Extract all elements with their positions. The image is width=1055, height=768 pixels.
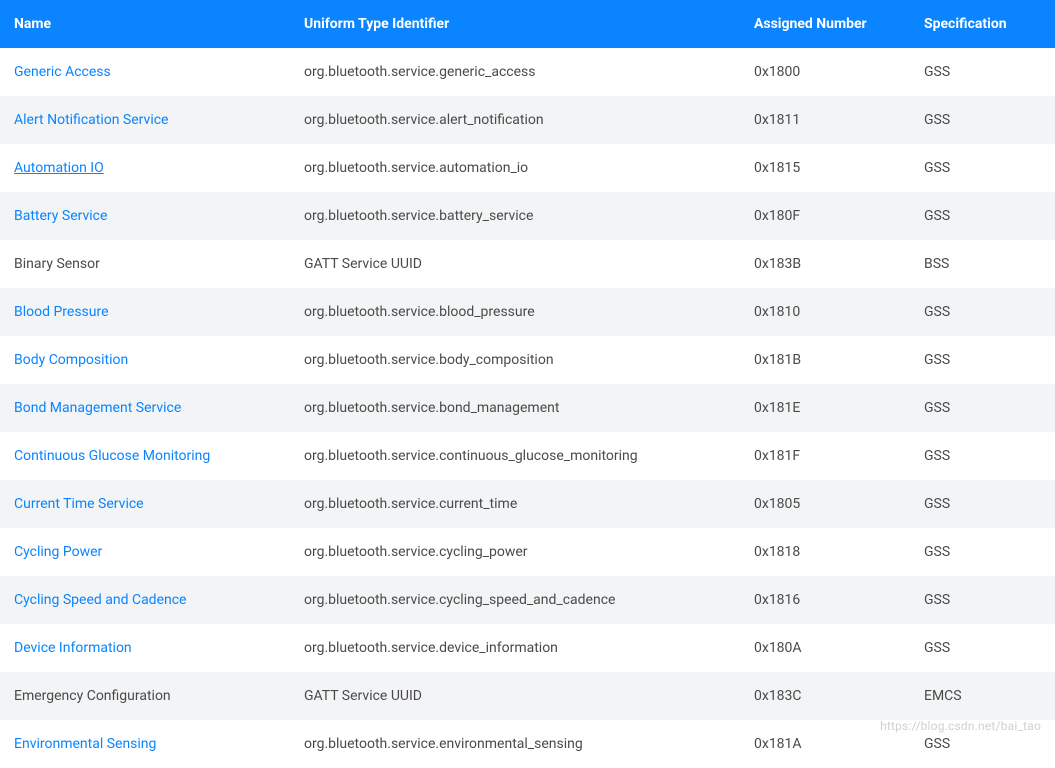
- cell-uti: org.bluetooth.service.blood_pressure: [290, 288, 740, 336]
- cell-assigned-number: 0x181E: [740, 384, 910, 432]
- service-link[interactable]: Continuous Glucose Monitoring: [14, 448, 210, 464]
- cell-specification: GSS: [910, 384, 1055, 432]
- cell-name: Battery Service: [0, 192, 290, 240]
- table-row: Alert Notification Service org.bluetooth.…: [0, 96, 1055, 144]
- cell-specification: GSS: [910, 192, 1055, 240]
- cell-assigned-number: 0x181B: [740, 336, 910, 384]
- cell-name: Body Composition: [0, 336, 290, 384]
- header-uti: Uniform Type Identifier: [290, 0, 740, 48]
- cell-uti: org.bluetooth.service.alert_notification: [290, 96, 740, 144]
- table-row: Generic Access org.bluetooth.service.gene…: [0, 48, 1055, 96]
- table-body: Generic Access org.bluetooth.service.gene…: [0, 48, 1055, 768]
- table-row: Battery Service org.bluetooth.service.bat…: [0, 192, 1055, 240]
- cell-name: Generic Access: [0, 48, 290, 96]
- service-link[interactable]: Body Composition: [14, 352, 128, 368]
- service-link[interactable]: Device Information: [14, 640, 132, 656]
- cell-specification: GSS: [910, 96, 1055, 144]
- cell-uti: org.bluetooth.service.current_time: [290, 480, 740, 528]
- service-link[interactable]: Automation IO: [14, 160, 104, 176]
- cell-assigned-number: 0x180A: [740, 624, 910, 672]
- cell-uti: GATT Service UUID: [290, 672, 740, 720]
- cell-specification: GSS: [910, 48, 1055, 96]
- cell-name: Environmental Sensing: [0, 720, 290, 768]
- service-link[interactable]: Environmental Sensing: [14, 736, 156, 752]
- cell-uti: org.bluetooth.service.automation_io: [290, 144, 740, 192]
- table-row: Continuous Glucose Monitoring org.bluetoo…: [0, 432, 1055, 480]
- table-row: Cycling Power org.bluetooth.service.cycli…: [0, 528, 1055, 576]
- cell-assigned-number: 0x1815: [740, 144, 910, 192]
- cell-specification: GSS: [910, 480, 1055, 528]
- cell-assigned-number: 0x1800: [740, 48, 910, 96]
- service-link[interactable]: Cycling Speed and Cadence: [14, 592, 186, 608]
- cell-specification: GSS: [910, 576, 1055, 624]
- service-link[interactable]: Battery Service: [14, 208, 107, 224]
- cell-uti: GATT Service UUID: [290, 240, 740, 288]
- cell-assigned-number: 0x183B: [740, 240, 910, 288]
- cell-uti: org.bluetooth.service.body_composition: [290, 336, 740, 384]
- service-link[interactable]: Generic Access: [14, 64, 111, 80]
- header-name: Name: [0, 0, 290, 48]
- cell-name: Binary Sensor: [0, 240, 290, 288]
- cell-uti: org.bluetooth.service.generic_access: [290, 48, 740, 96]
- table-row: Cycling Speed and Cadence org.bluetooth.s…: [0, 576, 1055, 624]
- service-link[interactable]: Cycling Power: [14, 544, 102, 560]
- cell-name: Automation IO: [0, 144, 290, 192]
- service-link[interactable]: Bond Management Service: [14, 400, 181, 416]
- cell-specification: GSS: [910, 336, 1055, 384]
- table-row: Blood Pressure org.bluetooth.service.bloo…: [0, 288, 1055, 336]
- cell-assigned-number: 0x1805: [740, 480, 910, 528]
- service-link[interactable]: Blood Pressure: [14, 304, 109, 320]
- cell-uti: org.bluetooth.service.battery_service: [290, 192, 740, 240]
- service-name-text: Binary Sensor: [14, 256, 100, 272]
- table-row: Emergency Configuration GATT Service UUID…: [0, 672, 1055, 720]
- service-name-text: Emergency Configuration: [14, 688, 171, 704]
- services-table: Name Uniform Type Identifier Assigned Nu…: [0, 0, 1055, 768]
- cell-name: Bond Management Service: [0, 384, 290, 432]
- cell-uti: org.bluetooth.service.environmental_sens…: [290, 720, 740, 768]
- cell-name: Alert Notification Service: [0, 96, 290, 144]
- cell-assigned-number: 0x1811: [740, 96, 910, 144]
- cell-assigned-number: 0x181F: [740, 432, 910, 480]
- cell-uti: org.bluetooth.service.cycling_power: [290, 528, 740, 576]
- cell-name: Current Time Service: [0, 480, 290, 528]
- cell-assigned-number: 0x1810: [740, 288, 910, 336]
- table-header-row: Name Uniform Type Identifier Assigned Nu…: [0, 0, 1055, 48]
- cell-name: Cycling Power: [0, 528, 290, 576]
- cell-name: Continuous Glucose Monitoring: [0, 432, 290, 480]
- cell-uti: org.bluetooth.service.bond_management: [290, 384, 740, 432]
- cell-assigned-number: 0x1818: [740, 528, 910, 576]
- cell-name: Device Information: [0, 624, 290, 672]
- cell-name: Cycling Speed and Cadence: [0, 576, 290, 624]
- cell-specification: EMCS: [910, 672, 1055, 720]
- cell-assigned-number: 0x181A: [740, 720, 910, 768]
- cell-specification: GSS: [910, 720, 1055, 768]
- service-link[interactable]: Alert Notification Service: [14, 112, 168, 128]
- cell-specification: GSS: [910, 528, 1055, 576]
- table-row: Body Composition org.bluetooth.service.bo…: [0, 336, 1055, 384]
- service-link[interactable]: Current Time Service: [14, 496, 144, 512]
- cell-uti: org.bluetooth.service.continuous_glucose…: [290, 432, 740, 480]
- cell-specification: BSS: [910, 240, 1055, 288]
- cell-assigned-number: 0x183C: [740, 672, 910, 720]
- table-row: Current Time Service org.bluetooth.servic…: [0, 480, 1055, 528]
- table-row: Device Information org.bluetooth.service.…: [0, 624, 1055, 672]
- table-row: Automation IO org.bluetooth.service.autom…: [0, 144, 1055, 192]
- cell-uti: org.bluetooth.service.cycling_speed_and_…: [290, 576, 740, 624]
- cell-name: Blood Pressure: [0, 288, 290, 336]
- cell-uti: org.bluetooth.service.device_information: [290, 624, 740, 672]
- table-row: Bond Management Service org.bluetooth.ser…: [0, 384, 1055, 432]
- cell-assigned-number: 0x180F: [740, 192, 910, 240]
- cell-specification: GSS: [910, 144, 1055, 192]
- table-row: Binary Sensor GATT Service UUID0x183BBSS: [0, 240, 1055, 288]
- table-row: Environmental Sensing org.bluetooth.servi…: [0, 720, 1055, 768]
- cell-assigned-number: 0x1816: [740, 576, 910, 624]
- cell-name: Emergency Configuration: [0, 672, 290, 720]
- cell-specification: GSS: [910, 288, 1055, 336]
- cell-specification: GSS: [910, 624, 1055, 672]
- cell-specification: GSS: [910, 432, 1055, 480]
- header-assigned-number: Assigned Number: [740, 0, 910, 48]
- header-specification: Specification: [910, 0, 1055, 48]
